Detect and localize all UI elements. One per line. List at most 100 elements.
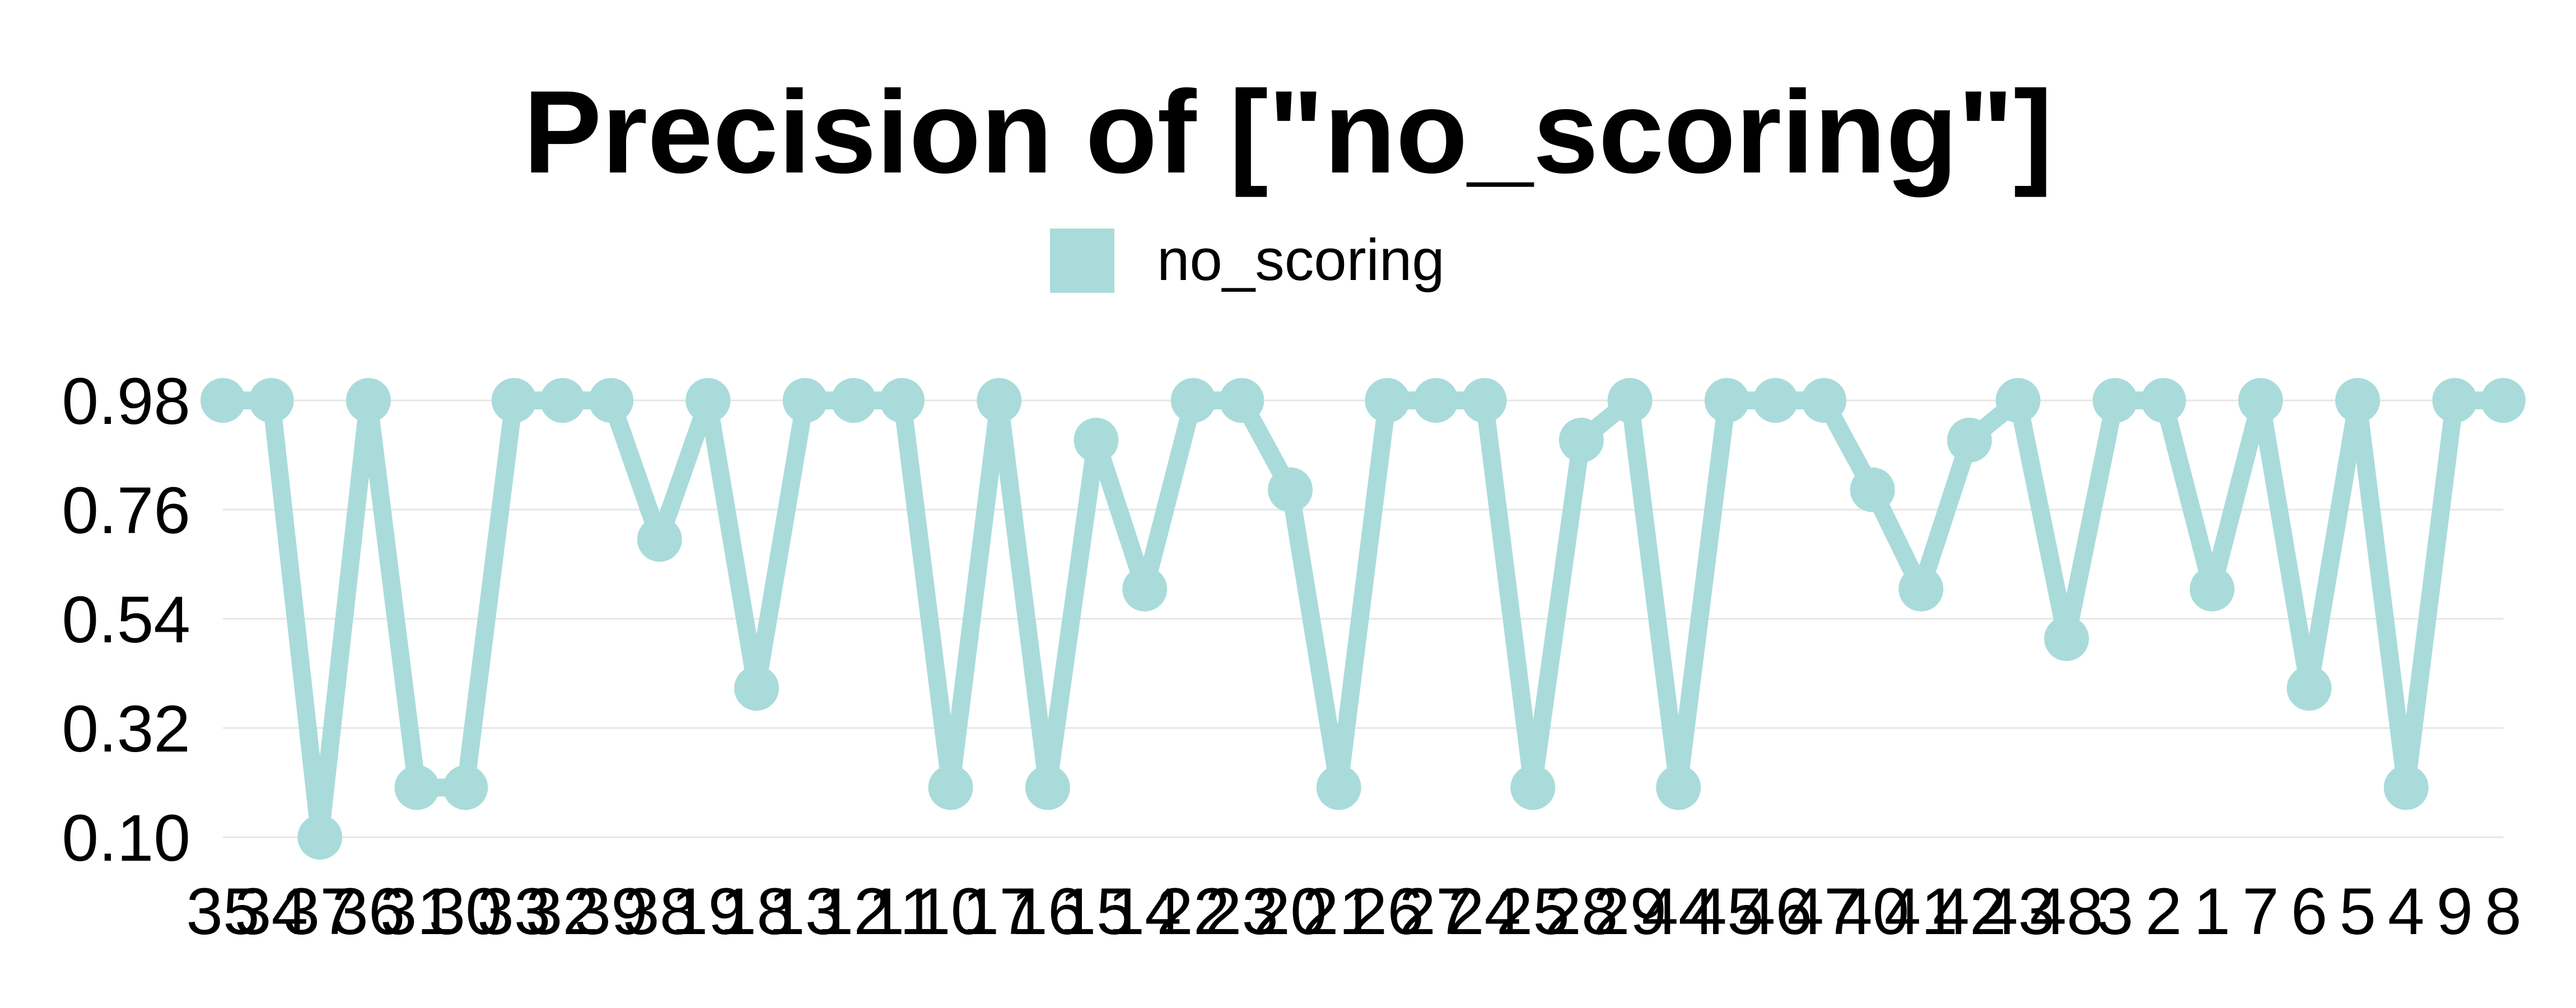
- y-tick-label: 0.98: [62, 365, 190, 438]
- data-point: [2190, 566, 2235, 612]
- x-tick-label: 40: [1836, 875, 1909, 949]
- data-point: [685, 378, 731, 423]
- data-point: [2141, 378, 2186, 423]
- x-tick-label: 9: [2437, 875, 2474, 949]
- data-point: [443, 765, 488, 810]
- x-tick-label: 42: [1933, 875, 2006, 949]
- x-tick-label: 41: [1884, 875, 1958, 949]
- x-tick-label: 10: [914, 875, 987, 949]
- data-point: [1025, 765, 1070, 810]
- data-point: [1802, 378, 1847, 423]
- data-point: [2044, 616, 2089, 661]
- data-point: [1219, 378, 1264, 423]
- x-tick-label: 46: [1739, 875, 1812, 949]
- data-point: [1850, 467, 1895, 512]
- x-tick-label: 25: [1496, 875, 1570, 949]
- x-tick-label: 19: [671, 875, 745, 949]
- data-point: [346, 378, 391, 423]
- x-tick-label: 29: [1593, 875, 1667, 949]
- x-tick-label: 8: [2485, 875, 2522, 949]
- data-point: [734, 666, 780, 711]
- x-tick-label: 33: [477, 875, 550, 949]
- x-tick-label: 39: [574, 875, 647, 949]
- x-tick-label: 2: [2145, 875, 2182, 949]
- x-tick-label: 34: [235, 875, 308, 949]
- x-tick-label: 47: [1787, 875, 1860, 949]
- x-tick-label: 23: [1205, 875, 1278, 949]
- data-point: [879, 378, 925, 423]
- data-point: [200, 378, 245, 423]
- data-point: [589, 378, 634, 423]
- y-tick-label: 0.76: [62, 474, 190, 548]
- x-tick-label: 17: [963, 875, 1036, 949]
- x-tick-label: 6: [2291, 875, 2328, 949]
- legend: no_scoring: [1050, 227, 1445, 293]
- data-point: [1753, 378, 1798, 423]
- x-tick-label: 26: [1351, 875, 1424, 949]
- x-tick-label: 22: [1156, 875, 1230, 949]
- data-point: [1947, 417, 1992, 463]
- legend-swatch: [1050, 228, 1114, 293]
- y-axis-ticks: 0.98 0.76 0.54 0.32 0.10: [62, 365, 190, 875]
- chart-title: Precision of ["no_scoring"]: [523, 66, 2052, 198]
- data-point: [928, 765, 973, 810]
- x-tick-label: 30: [429, 875, 502, 949]
- data-point: [831, 378, 876, 423]
- data-point: [1898, 566, 1944, 612]
- x-tick-label: 45: [1690, 875, 1763, 949]
- data-point: [2286, 666, 2332, 711]
- data-point: [1462, 378, 1507, 423]
- data-point: [1607, 378, 1653, 423]
- data-point: [1558, 417, 1604, 463]
- x-tick-label: 37: [283, 875, 357, 949]
- data-point: [2335, 378, 2381, 423]
- x-tick-label: 24: [1448, 875, 1521, 949]
- series-no-scoring: [200, 378, 2526, 860]
- data-point: [1268, 467, 1313, 512]
- x-tick-label: 16: [1011, 875, 1084, 949]
- x-tick-label: 11: [868, 875, 937, 949]
- data-point: [249, 378, 294, 423]
- y-tick-label: 0.32: [62, 692, 190, 766]
- data-point: [637, 517, 682, 562]
- x-tick-label: 21: [1302, 875, 1375, 949]
- data-point: [394, 765, 440, 810]
- data-point: [1365, 378, 1410, 423]
- data-point: [1704, 378, 1749, 423]
- data-point: [1510, 765, 1556, 810]
- data-point: [1316, 765, 1361, 810]
- data-point: [1656, 765, 1701, 810]
- x-tick-label: 48: [2030, 875, 2103, 949]
- data-point: [2092, 378, 2138, 423]
- x-tick-label: 4: [2388, 875, 2425, 949]
- y-tick-label: 0.10: [62, 801, 190, 875]
- data-point: [1122, 566, 1168, 612]
- data-point: [297, 815, 343, 860]
- x-tick-label: 5: [2339, 875, 2376, 949]
- data-point: [1170, 378, 1216, 423]
- data-point: [540, 378, 585, 423]
- x-tick-label: 1: [2194, 875, 2230, 949]
- data-point: [2238, 378, 2283, 423]
- x-tick-label: 31: [380, 875, 454, 949]
- x-tick-label: 13: [768, 875, 842, 949]
- x-tick-label: 18: [720, 875, 793, 949]
- x-tick-label: 36: [332, 875, 405, 949]
- data-point: [1995, 378, 2041, 423]
- data-point: [2383, 765, 2429, 810]
- x-tick-label: 28: [1544, 875, 1618, 949]
- x-tick-label: 43: [1981, 875, 2055, 949]
- x-tick-label: 32: [526, 875, 599, 949]
- data-point: [782, 378, 828, 423]
- x-tick-label: 35: [186, 875, 259, 949]
- x-tick-label: 14: [1108, 875, 1181, 949]
- x-axis-ticks: 3534373631303332393819181312111017161514…: [186, 875, 2521, 949]
- data-point: [2481, 378, 2526, 423]
- data-point: [1074, 417, 1119, 463]
- x-tick-label: 12: [817, 875, 890, 949]
- x-tick-label: 44: [1642, 875, 1715, 949]
- data-point: [1413, 378, 1458, 423]
- data-point: [2432, 378, 2477, 423]
- x-tick-label: 7: [2242, 875, 2279, 949]
